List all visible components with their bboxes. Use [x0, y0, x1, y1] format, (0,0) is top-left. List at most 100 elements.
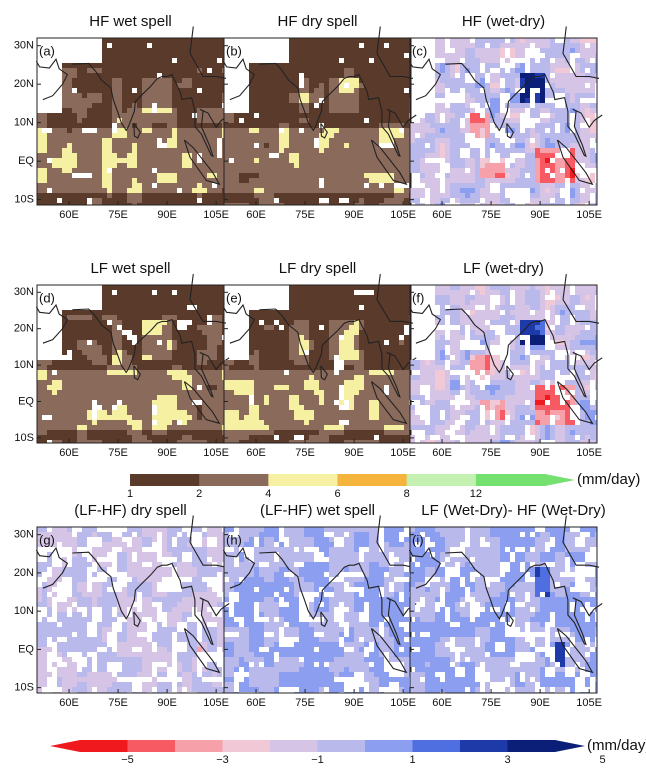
map-cell	[299, 163, 304, 168]
map-cell	[47, 410, 52, 415]
map-cell	[369, 188, 374, 193]
map-cell	[540, 158, 545, 163]
map-cell	[304, 395, 309, 400]
map-cell	[289, 153, 294, 158]
map-cell	[349, 158, 354, 163]
map-cell	[117, 133, 122, 138]
map-cell	[384, 138, 389, 143]
map-cell	[122, 355, 127, 360]
map-cell	[244, 163, 249, 168]
map-cell	[259, 153, 264, 158]
map-cell	[57, 143, 62, 148]
map-cell	[92, 188, 97, 193]
map-cell	[304, 375, 309, 380]
map-cell	[187, 183, 192, 188]
map-cell	[202, 153, 207, 158]
map-cell	[212, 295, 217, 300]
map-cell	[415, 198, 420, 203]
map-cell	[217, 78, 222, 83]
map-cell	[127, 355, 132, 360]
map-cell	[249, 365, 254, 370]
map-cell	[152, 143, 157, 148]
map-cell	[42, 420, 47, 425]
map-cell	[127, 53, 132, 58]
map-cell	[279, 173, 284, 178]
map-cell	[399, 78, 404, 83]
map-cell	[234, 380, 239, 385]
map-cell	[545, 188, 550, 193]
map-cell	[329, 113, 334, 118]
map-cell	[339, 98, 344, 103]
map-cell	[364, 78, 369, 83]
map-cell	[137, 138, 142, 143]
map-cell	[67, 325, 72, 330]
map-cell	[117, 330, 122, 335]
map-cell	[102, 98, 107, 103]
map-cell	[374, 73, 379, 78]
map-cell	[47, 168, 52, 173]
map-cell	[182, 290, 187, 295]
map-panel	[36, 27, 229, 206]
map-cell	[249, 355, 254, 360]
map-cell	[162, 405, 167, 410]
map-cell	[162, 118, 167, 123]
map-cell	[77, 138, 82, 143]
map-cell	[264, 148, 269, 153]
map-cell	[500, 143, 505, 148]
map-cell	[319, 395, 324, 400]
map-cell	[177, 345, 182, 350]
map-cell	[289, 410, 294, 415]
map-cell	[127, 133, 132, 138]
map-cell	[147, 173, 152, 178]
map-cell	[192, 153, 197, 158]
map-cell	[535, 133, 540, 138]
map-cell	[112, 43, 117, 48]
map-cell	[182, 405, 187, 410]
map-cell	[162, 163, 167, 168]
map-cell	[202, 290, 207, 295]
map-cell	[585, 113, 590, 118]
map-cell	[465, 143, 470, 148]
map-cell	[162, 425, 167, 430]
map-cell	[212, 340, 217, 345]
map-cell	[182, 310, 187, 315]
map-cell	[500, 88, 505, 93]
map-cell	[207, 430, 212, 435]
map-cell	[334, 178, 339, 183]
map-cell	[132, 305, 137, 310]
map-cell	[460, 48, 465, 53]
map-cell	[117, 375, 122, 380]
map-cell	[107, 425, 112, 430]
map-cell	[269, 395, 274, 400]
map-cell	[324, 380, 329, 385]
map-cell	[62, 183, 67, 188]
map-cell	[500, 163, 505, 168]
map-cell	[239, 395, 244, 400]
map-cell	[187, 198, 192, 203]
map-cell	[299, 153, 304, 158]
map-cell	[399, 98, 404, 103]
map-cell	[87, 158, 92, 163]
map-cell	[485, 168, 490, 173]
map-cell	[72, 340, 77, 345]
map-cell	[339, 128, 344, 133]
map-cell	[92, 183, 97, 188]
map-cell	[349, 43, 354, 48]
map-cell	[212, 375, 217, 380]
map-cell	[212, 78, 217, 83]
map-cell	[259, 133, 264, 138]
map-cell	[435, 198, 440, 203]
map-cell	[269, 78, 274, 83]
map-cell	[259, 315, 264, 320]
map-cell	[254, 310, 259, 315]
map-cell	[217, 53, 222, 58]
map-cell	[92, 330, 97, 335]
map-cell	[167, 138, 172, 143]
map-cell	[540, 88, 545, 93]
map-cell	[294, 290, 299, 295]
map-cell	[535, 193, 540, 198]
map-cell	[550, 138, 555, 143]
map-cell	[142, 73, 147, 78]
map-cell	[254, 73, 259, 78]
map-cell	[520, 43, 525, 48]
